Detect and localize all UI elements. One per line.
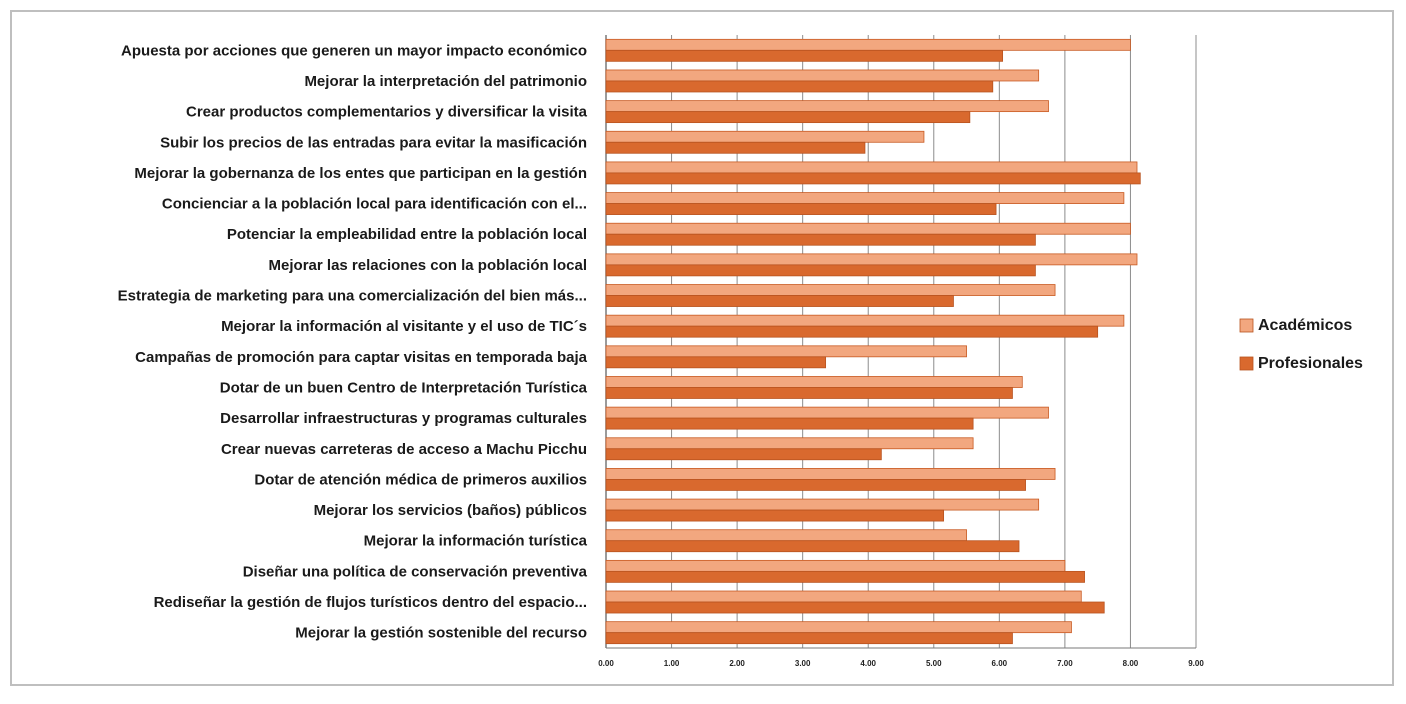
bar-academicos bbox=[605, 559, 1066, 572]
bar-academicos bbox=[605, 621, 1072, 634]
category-label: Mejorar la gobernanza de los entes que p… bbox=[134, 165, 587, 182]
x-tick-label: 3.00 bbox=[795, 659, 811, 668]
bar-academicos bbox=[605, 406, 1049, 419]
x-tick-label: 6.00 bbox=[992, 659, 1008, 668]
category-label: Mejorar las relaciones con la población … bbox=[269, 257, 587, 274]
bar-academicos bbox=[605, 38, 1131, 51]
bars-layer bbox=[605, 38, 1141, 645]
bar-academicos bbox=[605, 284, 1056, 296]
x-tick-label: 5.00 bbox=[926, 659, 942, 668]
x-tick-label: 0.00 bbox=[598, 659, 614, 668]
x-tick-label: 9.00 bbox=[1188, 659, 1204, 668]
bar-profesionales bbox=[605, 387, 1013, 399]
bar-profesionales bbox=[605, 233, 1036, 246]
category-label: Diseñar una política de conservación pre… bbox=[243, 563, 588, 580]
bar-academicos bbox=[605, 498, 1040, 511]
bar-academicos bbox=[605, 468, 1056, 480]
category-label: Dotar de un buen Centro de Interpretació… bbox=[220, 379, 588, 396]
bar-profesionales bbox=[605, 509, 945, 522]
bar-profesionales bbox=[605, 80, 994, 93]
category-label: Mejorar la información turística bbox=[364, 533, 588, 550]
bar-academicos bbox=[605, 529, 967, 542]
bar-profesionales bbox=[605, 540, 1020, 553]
bar-academicos bbox=[605, 161, 1138, 174]
legend: Académicos Profesionales bbox=[1239, 317, 1363, 372]
category-label: Dotar de atención médica de primeros aux… bbox=[254, 471, 587, 488]
bar-profesionales bbox=[605, 264, 1036, 277]
bar-profesionales bbox=[605, 49, 1004, 62]
category-label: Desarrollar infraestructuras y programas… bbox=[220, 410, 587, 427]
x-tick-label: 4.00 bbox=[860, 659, 876, 668]
category-label: Potenciar la empleabilidad entre la pobl… bbox=[227, 226, 587, 243]
bar-academicos bbox=[605, 314, 1125, 327]
bar-profesionales bbox=[605, 325, 1099, 338]
bar-profesionales bbox=[605, 356, 827, 369]
bar-academicos bbox=[605, 345, 967, 358]
bar-profesionales bbox=[605, 111, 971, 124]
category-label: Apuesta por acciones que generen un mayo… bbox=[121, 42, 587, 59]
legend-swatch-academicos bbox=[1239, 318, 1254, 333]
bar-profesionales bbox=[605, 295, 954, 307]
category-label: Rediseñar la gestión de flujos turístico… bbox=[154, 594, 587, 611]
bar-profesionales bbox=[605, 417, 974, 430]
bar-academicos bbox=[605, 192, 1125, 204]
category-label: Campañas de promoción para captar visita… bbox=[135, 349, 587, 366]
x-tick-label: 7.00 bbox=[1057, 659, 1073, 668]
legend-swatch-profesionales bbox=[1239, 356, 1254, 371]
category-labels: Apuesta por acciones que generen un mayo… bbox=[118, 42, 588, 641]
category-label: Subir los precios de las entradas para e… bbox=[160, 134, 587, 151]
bar-profesionales bbox=[605, 448, 882, 461]
bar-profesionales bbox=[605, 601, 1105, 614]
category-label: Mejorar los servicios (baños) públicos bbox=[314, 502, 587, 519]
x-axis-ticks: 0.00 1.00 2.00 3.00 4.00 5.00 6.00 7.00 8.00 9.00 bbox=[598, 659, 1204, 668]
grid-layer bbox=[605, 35, 1197, 649]
bar-profesionales bbox=[605, 632, 1013, 645]
legend-label-academicos: Académicos bbox=[1258, 317, 1352, 334]
bar-profesionales bbox=[605, 570, 1085, 583]
bar-academicos bbox=[605, 222, 1131, 235]
bar-academicos bbox=[605, 69, 1040, 82]
category-label: Crear nuevas carreteras de acceso a Mach… bbox=[221, 441, 587, 458]
category-label: Mejorar la información al visitante y el… bbox=[221, 318, 587, 335]
category-label: Crear productos complementarios y divers… bbox=[186, 104, 588, 121]
bar-academicos bbox=[605, 253, 1138, 266]
bar-academicos bbox=[605, 376, 1023, 388]
x-tick-label: 1.00 bbox=[664, 659, 680, 668]
bar-profesionales bbox=[605, 172, 1141, 185]
x-tick-label: 2.00 bbox=[729, 659, 745, 668]
category-label: Estrategia de marketing para una comerci… bbox=[118, 288, 587, 305]
bar-academicos bbox=[605, 590, 1082, 603]
bar-academicos bbox=[605, 437, 974, 450]
bar-academicos bbox=[605, 100, 1049, 113]
bar-profesionales bbox=[605, 203, 997, 215]
category-label: Concienciar a la población local para id… bbox=[162, 196, 587, 213]
bar-academicos bbox=[605, 130, 925, 143]
x-tick-label: 8.00 bbox=[1123, 659, 1139, 668]
bar-profesionales bbox=[605, 141, 866, 154]
category-label: Mejorar la interpretación del patrimonio bbox=[304, 73, 587, 90]
legend-label-profesionales: Profesionales bbox=[1258, 355, 1363, 372]
category-label: Mejorar la gestión sostenible del recurs… bbox=[295, 625, 587, 642]
bar-profesionales bbox=[605, 479, 1026, 491]
